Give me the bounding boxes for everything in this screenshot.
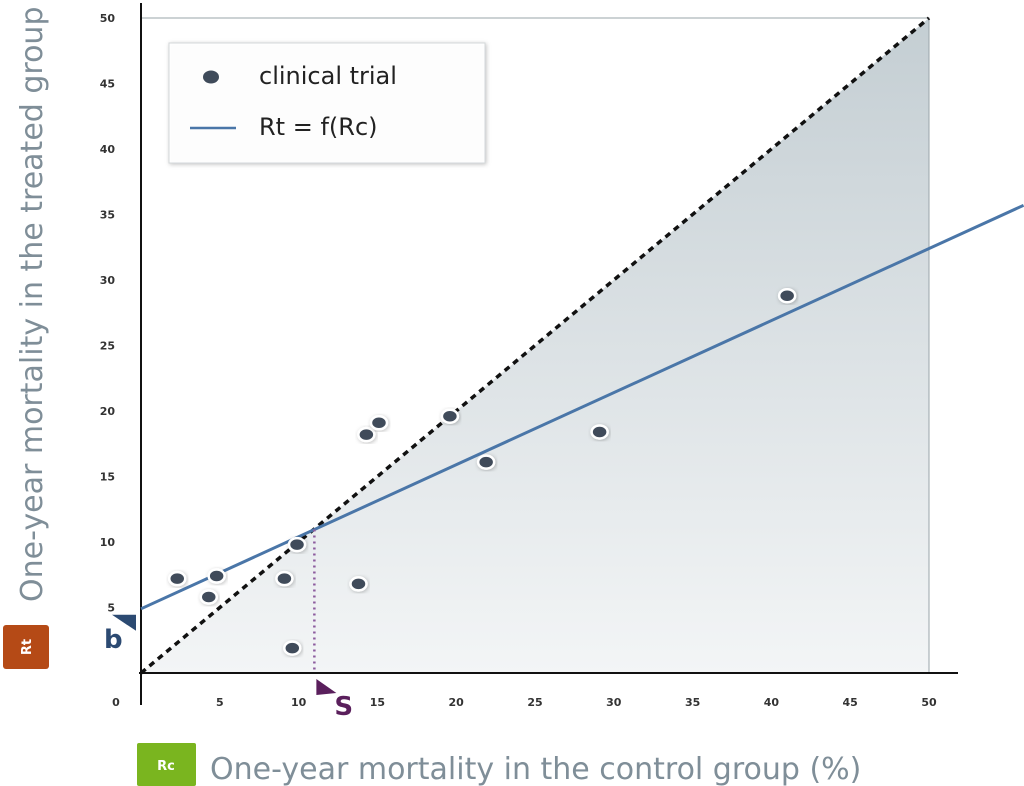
b-label: b <box>104 625 123 655</box>
y-tick-label: 20 <box>100 405 116 418</box>
legend: clinical trial Rt = f(Rc) <box>168 42 486 164</box>
x-tick-labels: 0 5 10 15 20 25 30 35 40 45 50 <box>112 696 937 709</box>
b-arrow-icon <box>112 614 136 631</box>
x-tick-label: 15 <box>370 696 385 709</box>
data-point <box>777 287 797 304</box>
data-point <box>476 454 496 470</box>
rt-badge: Rt <box>3 625 49 669</box>
y-tick-label: 45 <box>100 78 115 91</box>
x-tick-label: 5 <box>216 696 224 709</box>
y-axis-title: One-year mortality in the treated group … <box>15 0 50 602</box>
y-tick-label: 5 <box>107 602 115 615</box>
fit-line <box>140 203 1024 611</box>
x-tick-label: 40 <box>764 696 780 709</box>
x-tick-label: 45 <box>843 696 858 709</box>
data-point <box>369 415 389 431</box>
rc-badge-label: Rc <box>157 759 175 774</box>
x-tick-label: 30 <box>606 696 622 709</box>
data-point <box>357 426 376 443</box>
rc-badge: Rc <box>137 743 196 786</box>
x-tick-label: 35 <box>685 696 700 709</box>
x-tick-label: 50 <box>921 696 937 709</box>
identity-line <box>139 16 931 675</box>
data-point <box>440 408 460 424</box>
data-point <box>207 568 226 584</box>
data-point <box>349 576 368 592</box>
x-tick-label: 0 <box>112 696 120 709</box>
legend-label-clinical-trial: clinical trial <box>259 62 397 90</box>
y-tick-label: 25 <box>100 340 115 353</box>
s-label: S <box>334 692 353 722</box>
data-point <box>275 570 294 587</box>
x-tick-label: 25 <box>527 696 542 709</box>
rt-badge-label: Rt <box>20 639 35 655</box>
y-tick-label: 40 <box>100 143 116 156</box>
data-point <box>167 570 187 587</box>
x-tick-label: 20 <box>449 696 465 709</box>
y-tick-labels: 5 10 15 20 25 30 35 40 45 50 <box>100 12 116 615</box>
y-tick-label: 35 <box>100 209 115 222</box>
data-point <box>590 424 609 440</box>
y-tick-label: 15 <box>100 471 115 484</box>
s-arrow-icon <box>316 679 337 695</box>
data-point <box>283 640 302 656</box>
y-tick-label: 30 <box>100 274 116 287</box>
y-tick-label: 10 <box>100 536 116 549</box>
data-point <box>199 589 219 605</box>
x-tick-label: 10 <box>291 696 307 709</box>
legend-label-fit: Rt = f(Rc) <box>259 113 378 141</box>
data-point <box>287 536 307 553</box>
y-tick-label: 50 <box>100 12 116 25</box>
legend-point-icon <box>203 70 219 84</box>
data-points <box>167 287 797 656</box>
x-axis-title: One-year mortality in the control group … <box>210 752 861 786</box>
